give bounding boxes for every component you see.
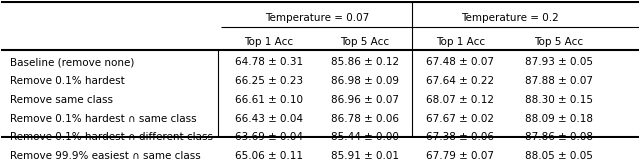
Text: Remove 0.1% hardest: Remove 0.1% hardest [10,76,124,86]
Text: 66.61 ± 0.10: 66.61 ± 0.10 [235,95,303,105]
Text: 67.38 ± 0.06: 67.38 ± 0.06 [426,133,494,142]
Text: 85.44 ± 0.00: 85.44 ± 0.00 [331,133,399,142]
Text: Remove 99.9% easiest ∩ same class: Remove 99.9% easiest ∩ same class [10,151,200,161]
Text: Baseline (remove none): Baseline (remove none) [10,57,134,67]
Text: Temperature = 0.07: Temperature = 0.07 [265,13,369,23]
Text: 88.05 ± 0.05: 88.05 ± 0.05 [525,151,593,161]
Text: Top 5 Acc: Top 5 Acc [534,37,584,47]
Text: 63.69 ± 0.04: 63.69 ± 0.04 [235,133,303,142]
Text: Remove 0.1% hardest ∩ same class: Remove 0.1% hardest ∩ same class [10,114,196,124]
Text: 88.09 ± 0.18: 88.09 ± 0.18 [525,114,593,124]
Text: 66.25 ± 0.23: 66.25 ± 0.23 [235,76,303,86]
Text: 85.91 ± 0.01: 85.91 ± 0.01 [331,151,399,161]
Text: 68.07 ± 0.12: 68.07 ± 0.12 [426,95,494,105]
Text: 85.86 ± 0.12: 85.86 ± 0.12 [330,57,399,67]
Text: 65.06 ± 0.11: 65.06 ± 0.11 [235,151,303,161]
Text: Remove 0.1% hardest ∩ different class: Remove 0.1% hardest ∩ different class [10,133,212,142]
Text: 87.88 ± 0.07: 87.88 ± 0.07 [525,76,593,86]
Text: 64.78 ± 0.31: 64.78 ± 0.31 [235,57,303,67]
Text: 67.67 ± 0.02: 67.67 ± 0.02 [426,114,494,124]
Text: 86.96 ± 0.07: 86.96 ± 0.07 [331,95,399,105]
Text: 88.30 ± 0.15: 88.30 ± 0.15 [525,95,593,105]
Text: 87.93 ± 0.05: 87.93 ± 0.05 [525,57,593,67]
Text: 86.98 ± 0.09: 86.98 ± 0.09 [331,76,399,86]
Text: 67.79 ± 0.07: 67.79 ± 0.07 [426,151,494,161]
Text: Temperature = 0.2: Temperature = 0.2 [461,13,559,23]
Text: Remove same class: Remove same class [10,95,113,105]
Text: 87.86 ± 0.08: 87.86 ± 0.08 [525,133,593,142]
Text: Top 1 Acc: Top 1 Acc [244,37,294,47]
Text: Top 5 Acc: Top 5 Acc [340,37,389,47]
Text: 67.64 ± 0.22: 67.64 ± 0.22 [426,76,494,86]
Text: Top 1 Acc: Top 1 Acc [436,37,484,47]
Text: 66.43 ± 0.04: 66.43 ± 0.04 [235,114,303,124]
Text: 86.78 ± 0.06: 86.78 ± 0.06 [331,114,399,124]
Text: 67.48 ± 0.07: 67.48 ± 0.07 [426,57,494,67]
